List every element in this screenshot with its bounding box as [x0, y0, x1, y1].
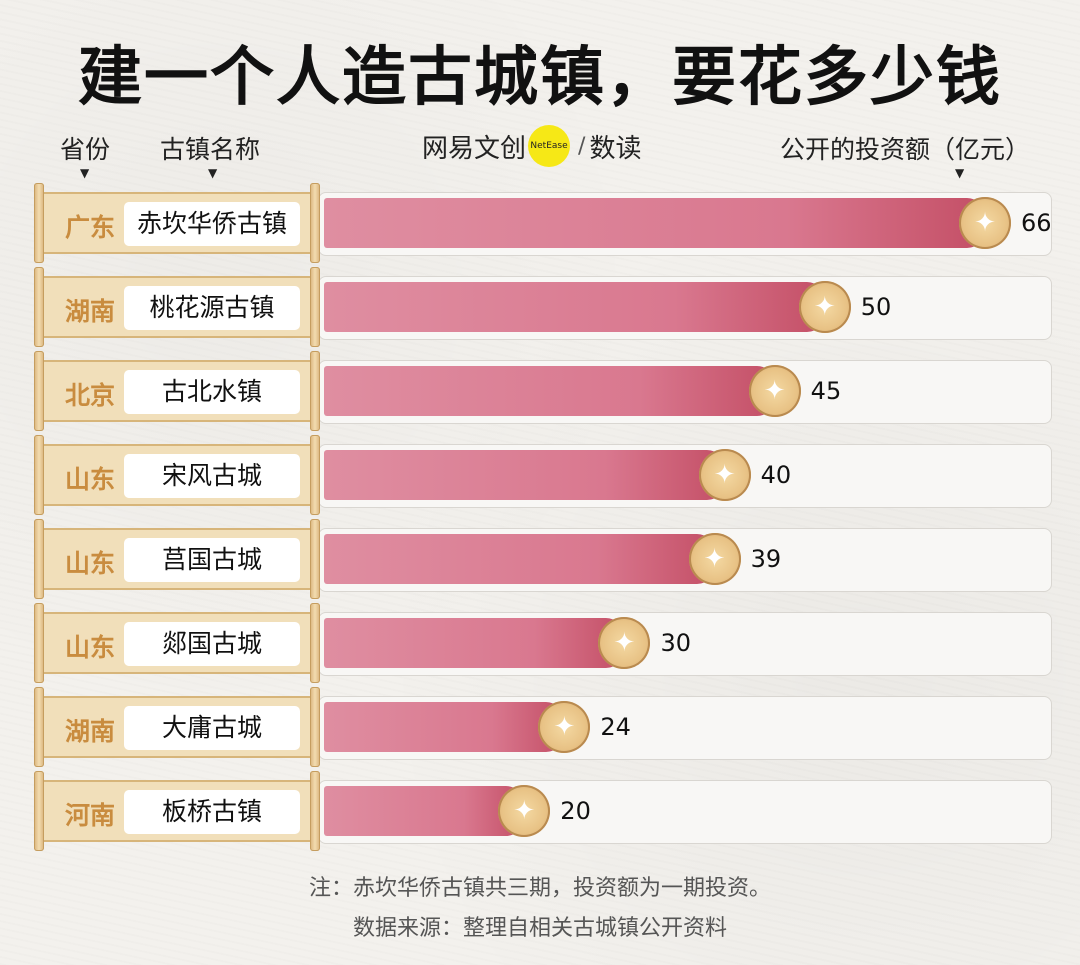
- town-name-label: 桃花源古镇: [124, 286, 300, 330]
- scroll-rod-right: [310, 435, 320, 515]
- province-header-arrow-icon: ▼: [80, 166, 90, 180]
- value-label: 40: [760, 461, 792, 489]
- row-label-scroll: 北京 古北水镇: [40, 360, 312, 422]
- coin-sparkle-icon: ✦: [798, 281, 851, 333]
- province-label: 湖南: [64, 717, 115, 746]
- town-name-label: 赤坎华侨古镇: [124, 202, 300, 246]
- coin-sparkle-icon: ✦: [748, 365, 801, 417]
- scroll-rod-left: [34, 183, 44, 263]
- bar: [324, 786, 525, 836]
- netease-logo-icon: NetEase: [528, 125, 571, 167]
- value-label: 45: [810, 377, 842, 405]
- town-name-label: 古北水镇: [124, 370, 300, 414]
- scroll-rod-right: [310, 771, 320, 851]
- row-label-scroll: 山东 莒国古城: [40, 528, 312, 590]
- bar: [324, 534, 715, 584]
- value-label: 50: [860, 293, 892, 321]
- town-header-arrow-icon: ▼: [208, 166, 218, 180]
- data-source: 数据来源：整理自相关古城镇公开资料: [352, 916, 727, 941]
- value-label: 30: [660, 629, 691, 657]
- province-label: 广东: [64, 213, 115, 242]
- town-name-column-header: 古镇名称: [160, 135, 261, 164]
- value-label: 39: [750, 545, 782, 573]
- bar: [324, 198, 985, 248]
- province-label: 湖南: [64, 297, 115, 326]
- scroll-rod-right: [310, 519, 320, 599]
- brand-column-name: 数读: [589, 133, 642, 164]
- scroll-rod-left: [34, 519, 44, 599]
- chart-title: 建一个人造古城镇，要花多少钱: [78, 41, 1002, 115]
- province-label: 山东: [64, 549, 115, 578]
- investment-header-arrow-icon: ▼: [955, 166, 965, 180]
- bar: [324, 618, 625, 668]
- scroll-rod-right: [310, 687, 320, 767]
- scroll-rod-left: [34, 687, 44, 767]
- coin-sparkle-icon: ✦: [698, 449, 751, 501]
- province-label: 北京: [64, 381, 115, 410]
- scroll-rod-right: [310, 351, 320, 431]
- scroll-rod-right: [310, 183, 320, 263]
- bar: [324, 450, 725, 500]
- scroll-rod-right: [310, 603, 320, 683]
- scroll-rod-right: [310, 267, 320, 347]
- brand-logo: 网易文创 NetEase / 数读: [422, 124, 641, 168]
- row-label-scroll: 山东 郯国古城: [40, 612, 312, 674]
- value-label: 24: [600, 713, 631, 741]
- scroll-rod-left: [34, 435, 44, 515]
- row-label-scroll: 广东 赤坎华侨古镇: [40, 192, 312, 254]
- bar: [324, 702, 565, 752]
- value-label: 20: [560, 797, 591, 825]
- province-label: 山东: [64, 465, 115, 494]
- chart-note: 注：赤坎华侨古镇共三期，投资额为一期投资。: [308, 876, 771, 901]
- scroll-rod-left: [34, 351, 44, 431]
- coin-sparkle-icon: ✦: [538, 701, 591, 753]
- coin-sparkle-icon: ✦: [498, 785, 551, 837]
- province-label: 河南: [64, 801, 115, 830]
- bar: [324, 282, 825, 332]
- town-name-label: 莒国古城: [124, 538, 300, 582]
- brand-divider: /: [578, 133, 586, 159]
- row-label-scroll: 河南 板桥古镇: [40, 780, 312, 842]
- investment-column-header: 公开的投资额（亿元）: [780, 135, 1031, 164]
- town-name-label: 宋风古城: [124, 454, 300, 498]
- coin-sparkle-icon: ✦: [959, 197, 1011, 249]
- row-label-scroll: 湖南 大庸古城: [40, 696, 312, 758]
- bar: [324, 366, 775, 416]
- town-name-label: 大庸古城: [124, 706, 300, 750]
- coin-sparkle-icon: ✦: [598, 617, 651, 669]
- scroll-rod-left: [34, 771, 44, 851]
- province-label: 山东: [64, 633, 115, 662]
- province-column-header: 省份: [60, 135, 111, 164]
- scroll-rod-left: [34, 267, 44, 347]
- brand-name: 网易文创: [422, 133, 527, 164]
- scroll-rod-left: [34, 603, 44, 683]
- town-name-label: 板桥古镇: [124, 790, 300, 834]
- coin-sparkle-icon: ✦: [688, 533, 741, 585]
- row-label-scroll: 山东 宋风古城: [40, 444, 312, 506]
- town-name-label: 郯国古城: [124, 622, 300, 666]
- value-label: 66: [1021, 209, 1052, 237]
- row-label-scroll: 湖南 桃花源古镇: [40, 276, 312, 338]
